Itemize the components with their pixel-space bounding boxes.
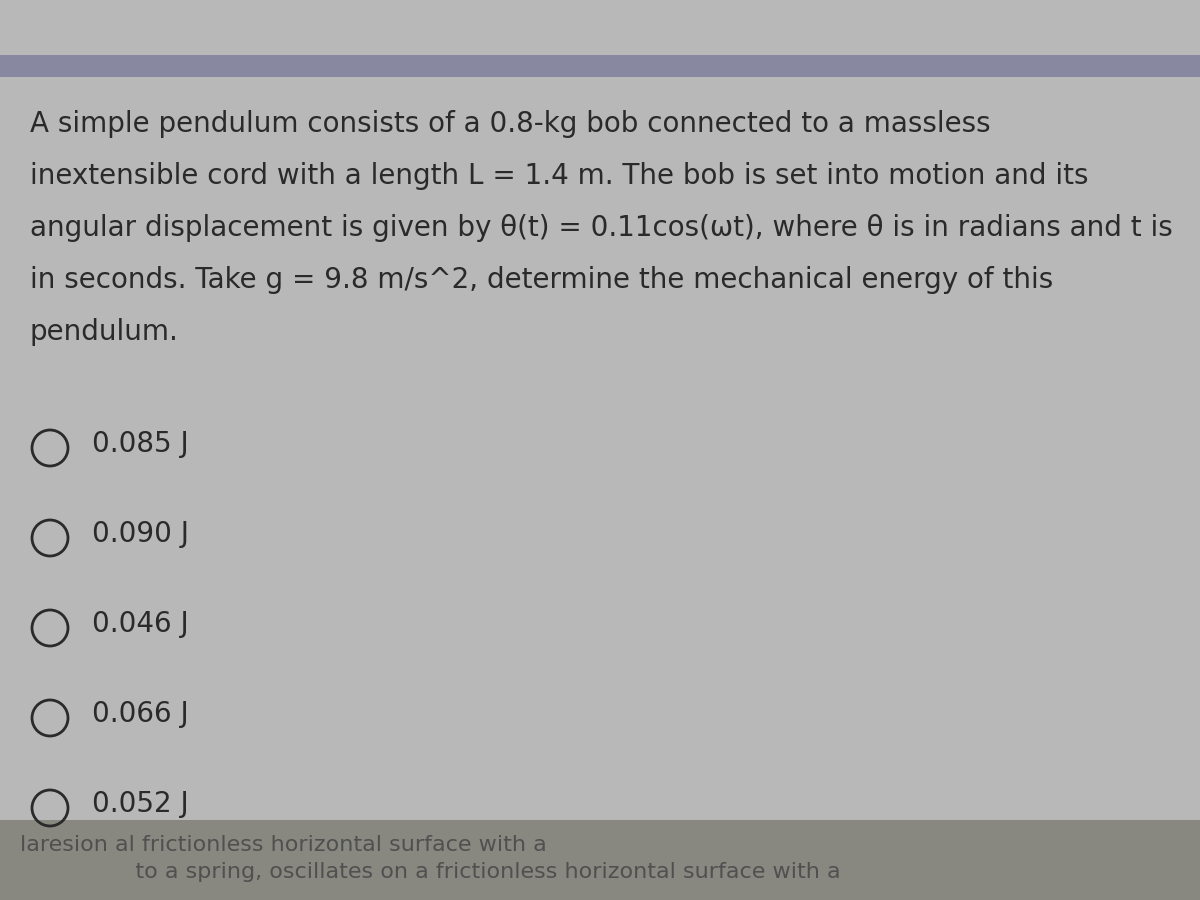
Text: 0.046 J: 0.046 J <box>92 610 188 638</box>
Text: laresion al frictionless horizontal surface with a: laresion al frictionless horizontal surf… <box>20 835 547 855</box>
Text: 0.090 J: 0.090 J <box>92 520 190 548</box>
Text: to a spring, oscillates on a frictionless horizontal surface with a: to a spring, oscillates on a frictionles… <box>0 862 841 882</box>
Text: 0.052 J: 0.052 J <box>92 790 188 818</box>
Text: A simple pendulum consists of a 0.8-kg bob connected to a massless: A simple pendulum consists of a 0.8-kg b… <box>30 110 991 138</box>
Bar <box>0 820 1200 900</box>
Text: 0.066 J: 0.066 J <box>92 700 188 728</box>
Text: 0.085 J: 0.085 J <box>92 430 188 458</box>
Text: in seconds. Take g = 9.8 m/s^2, determine the mechanical energy of this: in seconds. Take g = 9.8 m/s^2, determin… <box>30 266 1054 294</box>
Bar <box>0 55 1200 77</box>
Text: pendulum.: pendulum. <box>30 318 179 346</box>
Text: inextensible cord with a length L = 1.4 m. The bob is set into motion and its: inextensible cord with a length L = 1.4 … <box>30 162 1088 190</box>
Text: angular displacement is given by θ(t) = 0.11cos(ωt), where θ is in radians and t: angular displacement is given by θ(t) = … <box>30 214 1172 242</box>
